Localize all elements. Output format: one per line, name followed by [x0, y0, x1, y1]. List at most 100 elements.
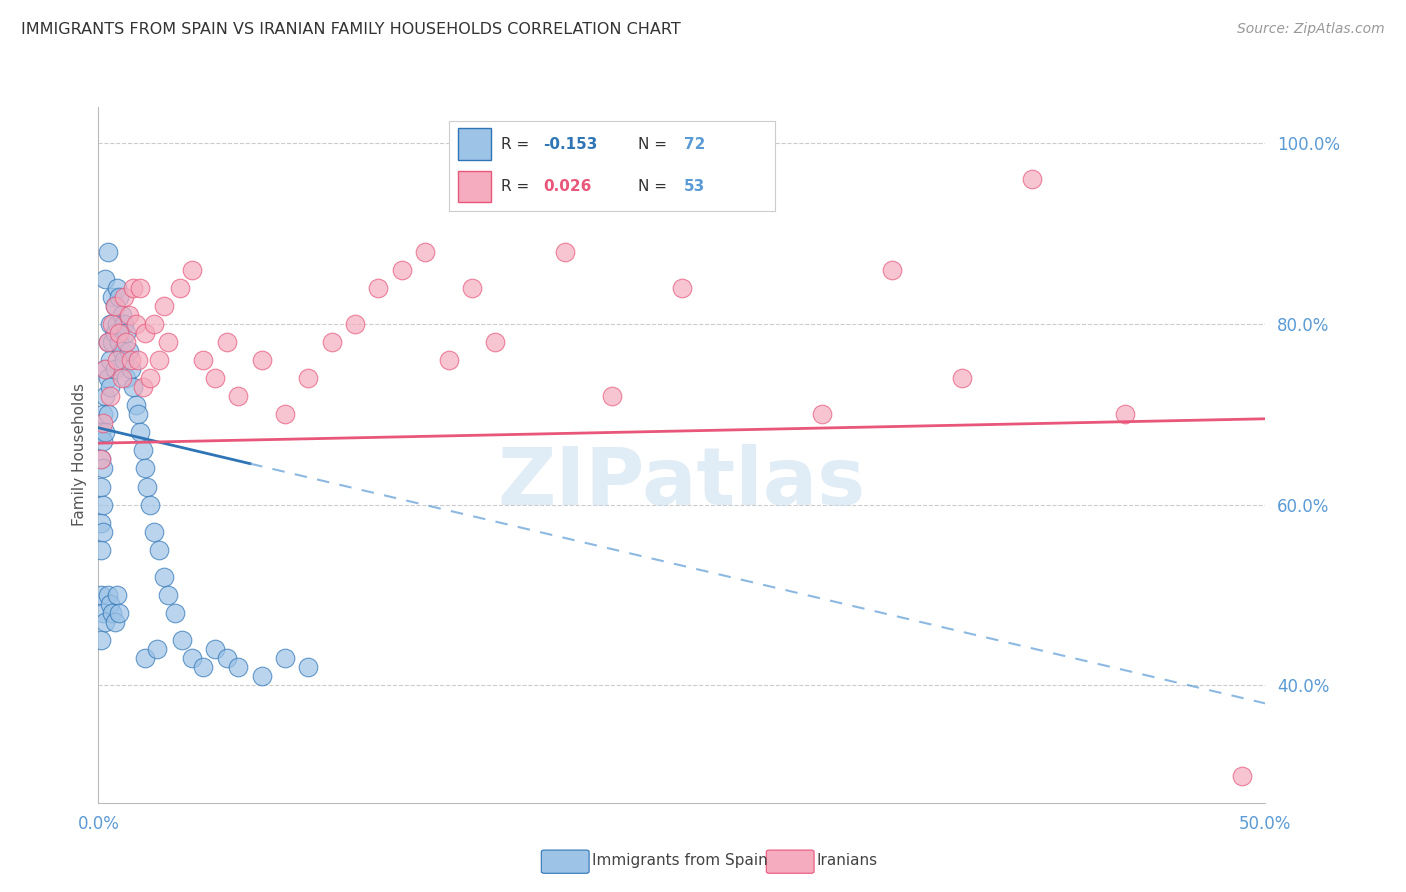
Point — [97, 334, 120, 349]
Point — [143, 317, 166, 331]
Text: Iranians: Iranians — [817, 854, 877, 868]
Point — [104, 615, 127, 629]
Point — [98, 597, 121, 611]
Point — [97, 371, 120, 385]
Point — [97, 407, 120, 421]
Point — [148, 353, 170, 368]
Point — [94, 425, 117, 440]
Point — [112, 353, 135, 368]
Point — [104, 362, 127, 376]
Point — [741, 190, 763, 204]
Point — [129, 281, 152, 295]
Point — [91, 524, 114, 539]
Text: Immigrants from Spain: Immigrants from Spain — [592, 854, 768, 868]
Point — [880, 262, 903, 277]
Point — [101, 317, 124, 331]
Point — [91, 606, 114, 620]
Point — [143, 524, 166, 539]
Point — [165, 606, 187, 620]
Point — [344, 317, 367, 331]
Point — [950, 371, 973, 385]
Point — [367, 281, 389, 295]
Point — [204, 642, 226, 657]
Point — [228, 660, 250, 674]
Point — [129, 425, 152, 440]
Point — [91, 407, 114, 421]
Point — [108, 326, 131, 340]
Point — [115, 334, 138, 349]
Point — [90, 479, 112, 493]
Point — [94, 389, 117, 403]
Point — [111, 371, 134, 385]
Point — [98, 353, 121, 368]
Point — [94, 271, 117, 285]
Point — [125, 317, 148, 331]
Point — [94, 615, 117, 629]
Point — [104, 326, 127, 340]
Point — [134, 651, 156, 665]
Point — [671, 281, 693, 295]
Point — [111, 344, 134, 359]
Point — [132, 380, 155, 394]
Point — [91, 417, 114, 431]
Point — [180, 651, 202, 665]
Point — [108, 334, 131, 349]
Point — [122, 281, 145, 295]
Point — [98, 389, 121, 403]
Point — [139, 498, 162, 512]
Point — [215, 334, 238, 349]
Point — [101, 334, 124, 349]
Point — [112, 290, 135, 304]
Point — [120, 362, 142, 376]
Text: IMMIGRANTS FROM SPAIN VS IRANIAN FAMILY HOUSEHOLDS CORRELATION CHART: IMMIGRANTS FROM SPAIN VS IRANIAN FAMILY … — [21, 22, 681, 37]
Point — [112, 317, 135, 331]
Point — [1230, 769, 1253, 783]
Point — [90, 633, 112, 648]
Point — [132, 443, 155, 458]
Point — [297, 660, 319, 674]
Point — [1114, 407, 1136, 421]
Point — [146, 642, 169, 657]
Point — [120, 353, 142, 368]
Point — [250, 353, 273, 368]
Point — [554, 244, 576, 259]
Point — [157, 588, 180, 602]
Point — [391, 262, 413, 277]
Point — [193, 660, 215, 674]
Point — [91, 461, 114, 475]
Point — [115, 326, 138, 340]
Point — [204, 371, 226, 385]
Point — [105, 281, 128, 295]
Point — [118, 308, 141, 322]
Point — [101, 606, 124, 620]
Point — [321, 334, 343, 349]
Point — [437, 353, 460, 368]
Point — [274, 651, 297, 665]
Point — [215, 651, 238, 665]
Point — [125, 398, 148, 412]
Text: Source: ZipAtlas.com: Source: ZipAtlas.com — [1237, 22, 1385, 37]
Point — [461, 281, 484, 295]
Point — [118, 344, 141, 359]
Point — [90, 516, 112, 530]
Point — [90, 452, 112, 467]
Point — [127, 353, 149, 368]
Point — [105, 353, 128, 368]
Text: ZIPatlas: ZIPatlas — [498, 443, 866, 522]
Point — [180, 262, 202, 277]
Point — [193, 353, 215, 368]
Point — [250, 669, 273, 683]
Point — [152, 299, 174, 313]
Point — [413, 244, 436, 259]
Point — [148, 542, 170, 557]
Point — [94, 362, 117, 376]
Point — [90, 542, 112, 557]
Point — [115, 371, 138, 385]
Point — [508, 154, 530, 169]
Point — [297, 371, 319, 385]
Point — [169, 281, 191, 295]
Point — [101, 290, 124, 304]
Point — [91, 498, 114, 512]
Point — [97, 588, 120, 602]
Point — [228, 389, 250, 403]
